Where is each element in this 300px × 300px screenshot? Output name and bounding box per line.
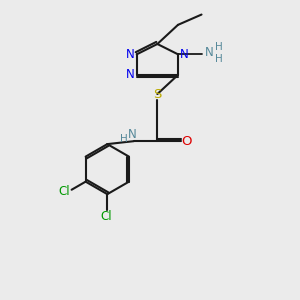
Text: Cl: Cl [59, 185, 70, 198]
Text: N: N [180, 48, 189, 61]
Text: N: N [126, 68, 135, 81]
Text: N: N [205, 46, 214, 59]
Text: H: H [215, 42, 223, 52]
Text: H: H [120, 134, 128, 144]
Text: Cl: Cl [100, 210, 112, 223]
Text: H: H [215, 54, 223, 64]
Text: S: S [153, 88, 161, 100]
Text: O: O [182, 135, 192, 148]
Text: N: N [126, 48, 135, 61]
Text: N: N [128, 128, 137, 141]
